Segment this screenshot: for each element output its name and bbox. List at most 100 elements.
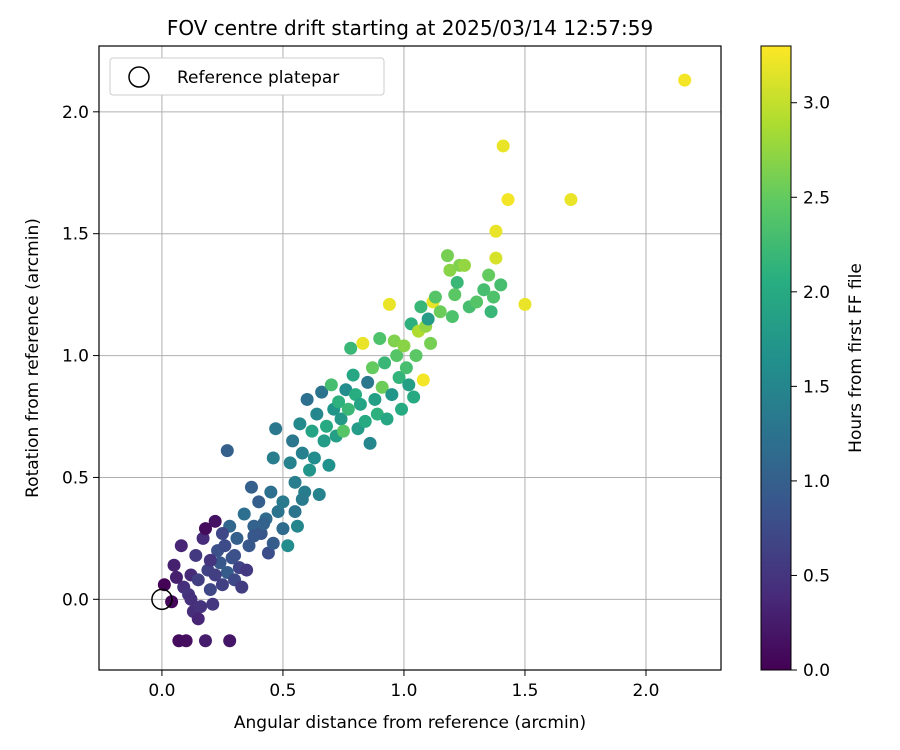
data-point (203, 583, 217, 597)
colorbar-tick-label: 0.5 (803, 566, 830, 586)
legend-box (109, 57, 385, 96)
x-tick-label: 0.0 (148, 681, 175, 701)
data-point (317, 434, 331, 448)
data-point (198, 634, 212, 648)
data-point (486, 290, 500, 304)
data-point (392, 371, 406, 384)
colorbar-tick-label: 3.0 (803, 94, 830, 114)
data-point (501, 193, 515, 207)
grid-lines (99, 46, 721, 670)
data-point (288, 505, 302, 519)
data-point (194, 600, 208, 614)
data-point (358, 414, 372, 428)
data-point (489, 251, 503, 265)
legend: Reference platepar (109, 57, 385, 96)
data-point (276, 522, 290, 536)
data-point (320, 419, 334, 433)
data-point (174, 539, 188, 553)
data-point (344, 341, 358, 355)
data-point (230, 531, 244, 545)
data-point (402, 378, 416, 392)
data-point (196, 531, 210, 545)
data-point (244, 480, 258, 494)
data-point (307, 451, 321, 465)
data-point (397, 339, 411, 353)
data-point (315, 385, 329, 399)
data-point (363, 436, 377, 450)
data-points (157, 73, 692, 648)
data-point (203, 553, 217, 567)
data-point (361, 375, 375, 389)
data-point (295, 446, 309, 460)
data-point (271, 505, 285, 519)
data-point (332, 395, 346, 409)
data-point (416, 373, 430, 387)
data-point (336, 424, 350, 438)
data-point (276, 495, 290, 509)
data-point (441, 249, 455, 263)
data-point (428, 290, 442, 304)
x-axis-label: Angular distance from reference (arcmin) (234, 713, 586, 733)
data-point (206, 597, 220, 611)
data-point (237, 507, 251, 521)
data-point (353, 397, 367, 411)
data-point (223, 634, 237, 648)
data-point (407, 390, 421, 404)
data-point (290, 519, 304, 533)
data-point (457, 258, 471, 272)
y-tick-label: 0.0 (62, 590, 89, 610)
data-point (470, 295, 484, 309)
y-tick-label: 0.5 (62, 468, 89, 488)
data-point (288, 475, 302, 489)
data-point (218, 539, 232, 553)
data-point (365, 361, 379, 375)
data-point (375, 380, 389, 394)
data-point (312, 488, 326, 501)
data-point (266, 451, 280, 465)
data-point (409, 349, 423, 363)
data-point (368, 392, 382, 406)
data-point (385, 388, 399, 402)
data-point (240, 563, 254, 577)
data-point (349, 388, 363, 402)
data-point (346, 368, 360, 382)
data-point (261, 546, 275, 560)
data-point (334, 412, 348, 426)
data-point (295, 492, 309, 506)
colorbar: 0.0 0.5 1.0 1.5 2.0 2.5 3.0 Hours from first F… (760, 45, 866, 681)
data-point (378, 356, 392, 370)
data-point (179, 634, 193, 648)
data-point (496, 139, 510, 153)
data-point (339, 383, 353, 397)
data-point (484, 305, 498, 319)
plot-frame (98, 45, 722, 671)
data-point (390, 349, 404, 363)
data-point (228, 548, 242, 562)
data-point (215, 527, 229, 540)
data-point (264, 485, 278, 499)
data-point (303, 463, 317, 477)
data-point (443, 263, 457, 277)
colorbar-tick-label: 1.0 (803, 472, 830, 492)
x-tick-label: 2.0 (632, 681, 659, 701)
x-tick-label: 1.0 (390, 681, 417, 701)
data-point (421, 312, 435, 326)
x-tick-label: 1.5 (511, 681, 538, 701)
data-point (191, 612, 205, 626)
data-point (281, 539, 295, 553)
colorbar-ticks: 0.0 0.5 1.0 1.5 2.0 2.5 3.0 (791, 94, 830, 681)
colorbar-label: Hours from first FF file (846, 263, 866, 453)
data-point (286, 434, 300, 448)
data-point (283, 456, 297, 470)
chart-title: FOV centre drift starting at 2025/03/14 … (167, 16, 653, 40)
data-point (482, 268, 496, 282)
data-point (266, 536, 280, 550)
data-point (477, 283, 491, 297)
data-point (356, 336, 370, 350)
data-point (370, 407, 384, 421)
data-point (341, 402, 355, 416)
colorbar-gradient (760, 45, 792, 671)
data-point (395, 402, 409, 416)
data-point (235, 580, 249, 594)
